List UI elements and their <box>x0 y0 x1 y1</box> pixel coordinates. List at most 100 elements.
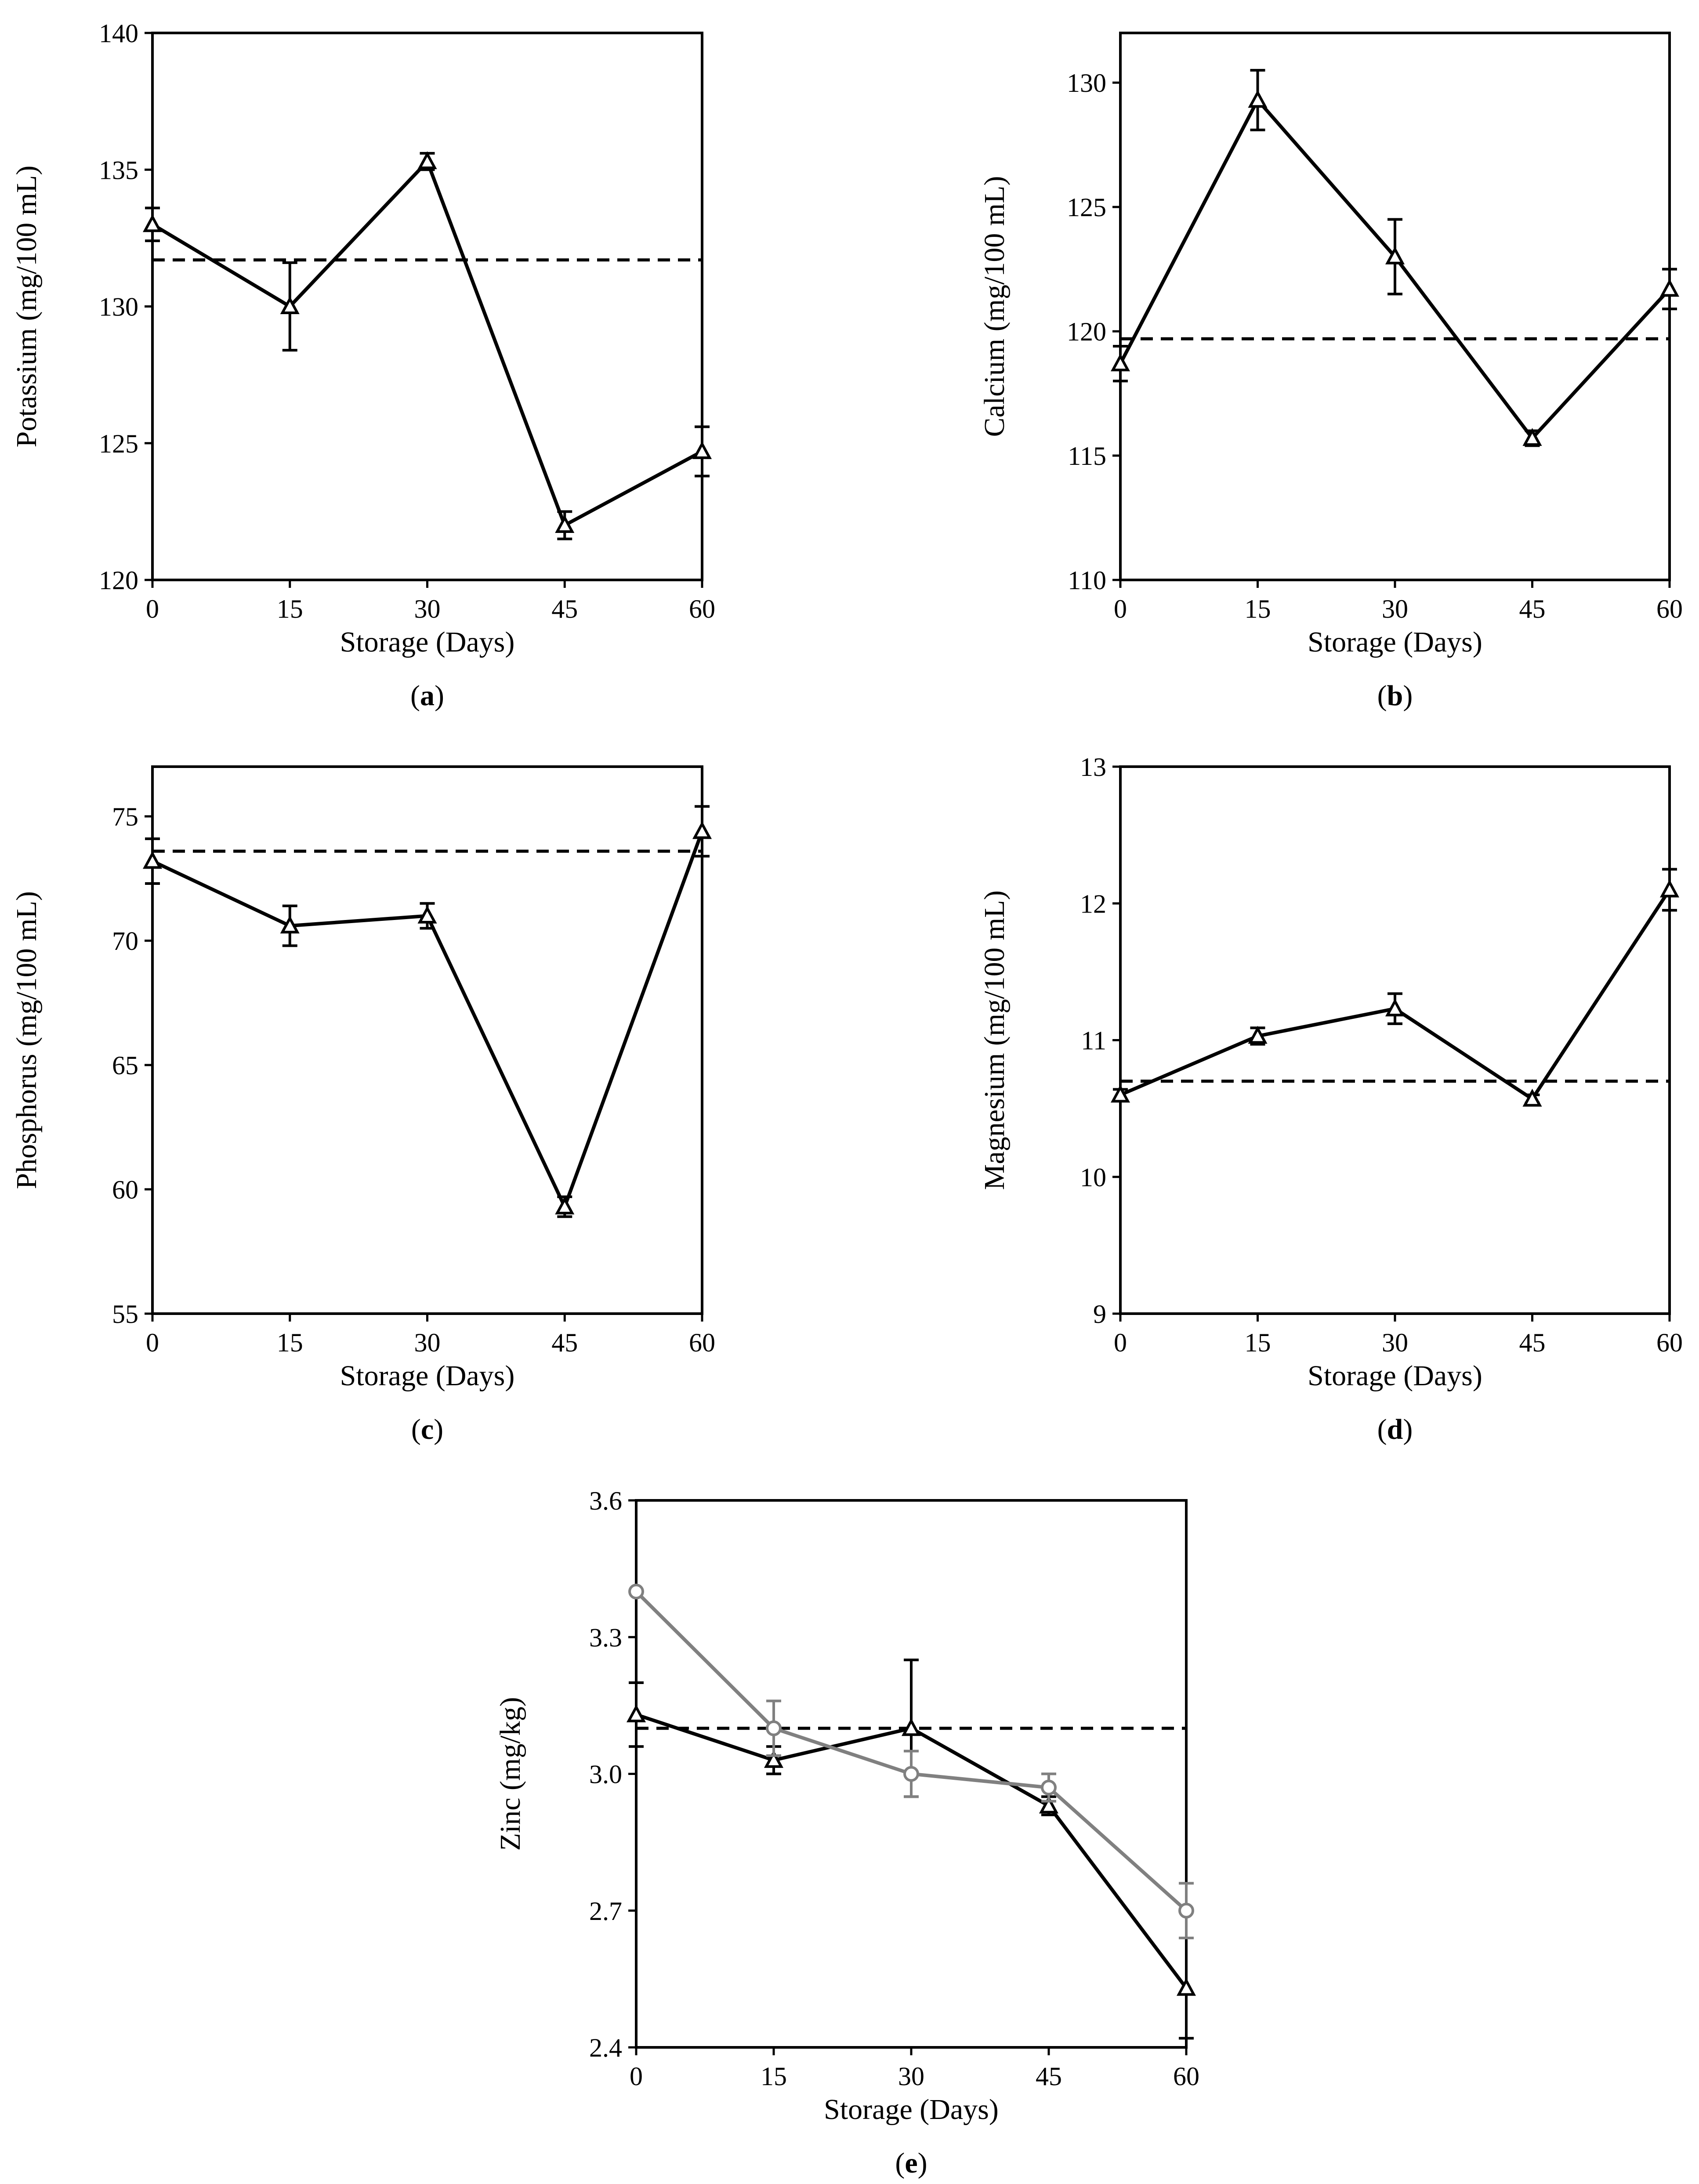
data-point <box>1110 353 1130 372</box>
x-tick-label: 60 <box>1173 2062 1199 2091</box>
x-tick-label: 30 <box>414 594 441 623</box>
series-1 <box>1110 69 1680 447</box>
data-point <box>142 214 163 232</box>
plot-frame <box>1119 765 1671 1315</box>
y-tick-label: 2.7 <box>589 1897 622 1926</box>
y-axis-label: Zinc (mg/kg) <box>494 1697 526 1851</box>
y-tick-label: 130 <box>1067 69 1106 98</box>
data-point <box>1659 879 1680 898</box>
y-tick-label: 120 <box>1067 317 1106 346</box>
panel-label: (e) <box>895 2147 927 2179</box>
y-tick-label: 10 <box>1080 1163 1106 1192</box>
x-tick-label: 45 <box>1036 2062 1062 2091</box>
panel-label: (d) <box>1377 1413 1413 1445</box>
chart-panel-c: 55 60 65 70 75 0 15 30 45 60 Storage (Days) Phospho… <box>11 765 715 1445</box>
chart-panel-e: 2.4 2.7 3.0 3.3 3.6 0 15 30 45 60 Storage (Days) Zi… <box>494 1486 1199 2179</box>
data-point <box>555 515 575 533</box>
y-tick-label: 75 <box>112 802 138 831</box>
x-axis-label: Storage (Days) <box>340 626 515 658</box>
y-tick-label: 65 <box>112 1051 138 1080</box>
data-point <box>1110 1084 1130 1103</box>
plot-frame <box>151 32 703 581</box>
data-point <box>1178 1902 1194 1919</box>
series-1 <box>1110 868 1680 1107</box>
y-tick-label: 11 <box>1081 1026 1106 1055</box>
data-point <box>1248 90 1268 108</box>
x-axis-label: Storage (Days) <box>1308 1360 1482 1392</box>
x-tick-label: 60 <box>689 1328 715 1357</box>
panel-label: (a) <box>410 680 444 712</box>
chart-panel-d: 9 10 11 12 13 0 15 30 45 60 Storage (Days) Magnesiu… <box>978 753 1683 1445</box>
y-tick-label: 3.6 <box>589 1486 622 1515</box>
y-tick-label: 9 <box>1093 1300 1106 1329</box>
plot-frame <box>1119 32 1671 581</box>
y-axis-label: Phosphorus (mg/100 mL) <box>11 891 43 1189</box>
data-point <box>903 1766 919 1782</box>
data-point <box>1176 1978 1196 1996</box>
x-tick-label: 45 <box>1519 594 1546 623</box>
y-tick-label: 130 <box>99 293 138 322</box>
x-tick-label: 30 <box>898 2062 924 2091</box>
series-1 <box>142 151 712 540</box>
series-1 <box>142 805 712 1218</box>
y-tick-label: 55 <box>112 1300 138 1329</box>
x-tick-label: 0 <box>146 1328 159 1357</box>
x-tick-label: 45 <box>551 594 578 623</box>
y-tick-label: 2.4 <box>589 2033 622 2062</box>
data-point <box>766 1720 782 1736</box>
x-tick-label: 15 <box>761 2062 787 2091</box>
x-tick-label: 60 <box>1656 594 1683 623</box>
data-point <box>1522 1089 1542 1107</box>
x-tick-label: 0 <box>1114 1328 1127 1357</box>
y-tick-label: 125 <box>1067 193 1106 222</box>
data-point <box>417 151 437 170</box>
x-axis-label: Storage (Days) <box>340 1360 515 1392</box>
series-2 <box>628 1583 1194 1939</box>
panel-label: (c) <box>411 1413 443 1445</box>
series-line <box>152 830 704 1212</box>
y-tick-label: 135 <box>99 156 138 185</box>
panel-label: (b) <box>1377 680 1413 712</box>
y-axis-label: Calcium (mg/100 mL) <box>978 176 1011 437</box>
x-tick-label: 30 <box>1382 1328 1408 1357</box>
y-tick-label: 3.3 <box>589 1623 622 1652</box>
x-axis-label: Storage (Days) <box>1308 626 1482 658</box>
data-point <box>417 905 437 924</box>
y-tick-label: 115 <box>1068 442 1106 471</box>
y-tick-label: 125 <box>99 429 138 458</box>
data-point <box>1039 1795 1059 1814</box>
x-tick-label: 45 <box>1519 1328 1546 1357</box>
y-tick-label: 120 <box>99 566 138 595</box>
x-tick-label: 15 <box>1245 594 1271 623</box>
data-point <box>1385 998 1405 1017</box>
x-tick-label: 30 <box>414 1328 441 1357</box>
data-point <box>626 1704 646 1723</box>
x-tick-label: 60 <box>689 594 715 623</box>
data-point <box>628 1583 644 1600</box>
y-tick-label: 60 <box>112 1175 138 1204</box>
data-point <box>692 441 712 459</box>
y-tick-label: 12 <box>1080 889 1106 918</box>
data-point <box>1659 279 1680 297</box>
x-tick-label: 15 <box>277 1328 303 1357</box>
data-point <box>280 915 300 934</box>
chart-panel-a: 120 125 130 135 140 0 15 30 45 60 Storage (Days) Po… <box>11 19 715 712</box>
data-point <box>901 1718 921 1736</box>
data-point <box>764 1750 784 1768</box>
data-point <box>555 1196 575 1215</box>
y-tick-label: 70 <box>112 927 138 956</box>
x-tick-label: 0 <box>1114 594 1127 623</box>
plot-frame <box>151 765 703 1315</box>
data-point <box>1248 1025 1268 1044</box>
y-axis-label: Potassium (mg/100 mL) <box>11 166 43 448</box>
data-point <box>142 851 163 869</box>
x-tick-label: 0 <box>630 2062 643 2091</box>
series-1 <box>626 1659 1196 2040</box>
data-point <box>692 821 712 839</box>
chart-panel-b: 110 115 120 125 130 0 15 30 45 60 Storage (Days) Ca… <box>978 32 1683 712</box>
y-tick-label: 13 <box>1080 753 1106 782</box>
y-axis-label: Magnesium (mg/100 mL) <box>978 891 1011 1190</box>
data-point <box>1385 246 1405 264</box>
